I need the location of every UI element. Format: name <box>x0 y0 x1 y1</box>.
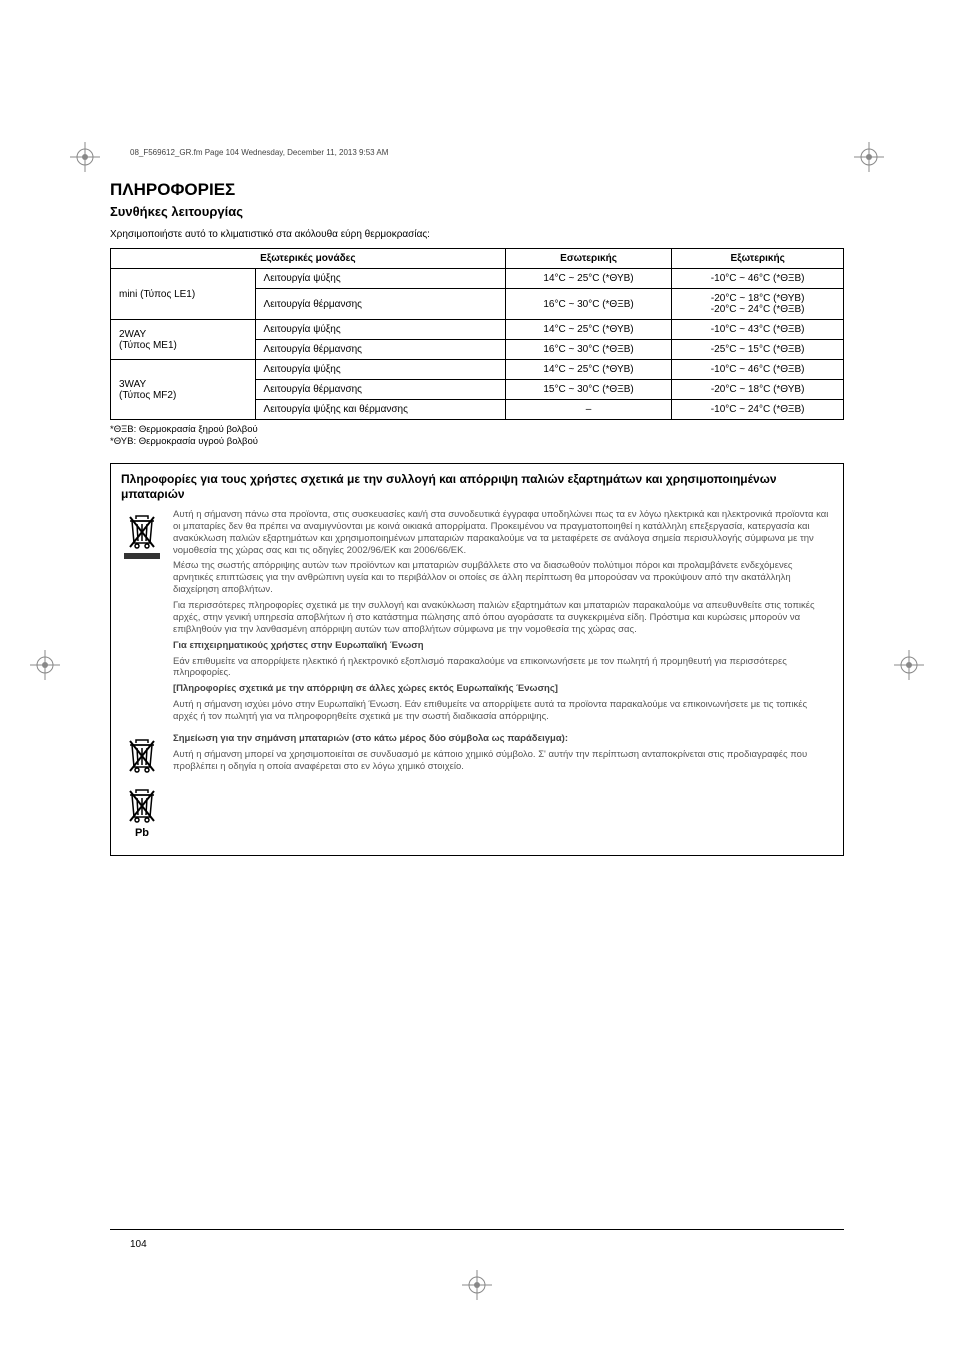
unit-cell: mini (Τύπος LE1) <box>111 269 256 320</box>
info-row: Σημείωση για την σημάνση μπαταριών (στο … <box>121 733 833 777</box>
info-box: Πληροφορίες για τους χρήστες σχετικά με … <box>110 463 844 856</box>
mode-cell: Λειτουργία ψύξης και θέρμανσης <box>255 400 505 420</box>
crop-mark-icon <box>854 142 884 172</box>
outdoor-cell: -20°C ~ 18°C (*ΘΥΒ)-20°C ~ 24°C (*ΘΞΒ) <box>672 289 844 320</box>
mode-cell: Λειτουργία ψύξης <box>255 269 505 289</box>
battery-bin-pb-icon: Pb <box>121 783 163 839</box>
outdoor-cell: -10°C ~ 43°C (*ΘΞΒ) <box>672 320 844 340</box>
indoor-cell: 14°C ~ 25°C (*ΘΥΒ) <box>505 320 672 340</box>
outdoor-cell: -10°C ~ 46°C (*ΘΞΒ) <box>672 360 844 380</box>
crop-mark-icon <box>462 1270 492 1300</box>
indoor-cell: – <box>505 400 672 420</box>
info-paragraph: Αυτή η σήμανση πάνω στα προϊοντα, στις σ… <box>173 509 833 557</box>
pb-label: Pb <box>135 827 149 839</box>
outdoor-cell: -20°C ~ 18°C (*ΘΥΒ) <box>672 380 844 400</box>
indoor-cell: 16°C ~ 30°C (*ΘΞΒ) <box>505 289 672 320</box>
footnote: *ΘΥΒ: Θερμοκρασία υγρού βολβού <box>110 436 844 448</box>
table-header: Εσωτερικής <box>505 249 672 269</box>
mode-cell: Λειτουργία θέρμανσης <box>255 340 505 360</box>
indoor-cell: 14°C ~ 25°C (*ΘΥΒ) <box>505 269 672 289</box>
mode-cell: Λειτουργία θέρμανσης <box>255 380 505 400</box>
intro-text: Χρησιμοποιήστε αυτό το κλιματιστικό στα … <box>110 229 844 240</box>
table-row: 3WAY(Τύπος MF2)Λειτουργία ψύξης14°C ~ 25… <box>111 360 844 380</box>
table-row: 2WAY(Τύπος ME1)Λειτουργία ψύξης14°C ~ 25… <box>111 320 844 340</box>
section-title: ΠΛΗΡΟΦΟΡΙΕΣ <box>110 180 844 200</box>
spec-table: Εξωτερικές μονάδες Εσωτερικής Εξωτερικής… <box>110 248 844 420</box>
mode-cell: Λειτουργία ψύξης <box>255 360 505 380</box>
print-header: 08_F569612_GR.fm Page 104 Wednesday, Dec… <box>130 148 388 157</box>
info-row: Αυτή η σήμανση πάνω στα προϊοντα, στις σ… <box>121 509 833 727</box>
crop-mark-icon <box>30 650 60 680</box>
outdoor-cell: -10°C ~ 24°C (*ΘΞΒ) <box>672 400 844 420</box>
footer-rule <box>110 1229 844 1230</box>
unit-cell: 2WAY(Τύπος ME1) <box>111 320 256 360</box>
content-area: ΠΛΗΡΟΦΟΡΙΕΣ Συνθήκες λειτουργίας Χρησιμο… <box>110 180 844 856</box>
footnote: *ΘΞΒ: Θερμοκρασία ξηρού βολβού <box>110 424 844 436</box>
mode-cell: Λειτουργία ψύξης <box>255 320 505 340</box>
info-subheading: [Πληροφορίες σχετικά με την απόρριψη σε … <box>173 683 833 695</box>
table-footnotes: *ΘΞΒ: Θερμοκρασία ξηρού βολβού *ΘΥΒ: Θερ… <box>110 424 844 449</box>
info-text-block: Αυτή η σήμανση πάνω στα προϊοντα, στις σ… <box>173 509 833 727</box>
info-paragraph: Μέσω της σωστής απόρριψης αυτών των προϊ… <box>173 560 833 596</box>
indoor-cell: 14°C ~ 25°C (*ΘΥΒ) <box>505 360 672 380</box>
color-bar <box>124 553 160 559</box>
info-subheading: Για επιχειρηματικούς χρήστες στην Ευρωπα… <box>173 640 833 652</box>
page-number: 104 <box>130 1239 147 1250</box>
info-text-block <box>173 783 833 839</box>
weee-bin-icon <box>121 509 163 727</box>
info-subheading: Σημείωση για την σημάνση μπαταριών (στο … <box>173 733 833 745</box>
crop-mark-icon <box>70 142 100 172</box>
indoor-cell: 16°C ~ 30°C (*ΘΞΒ) <box>505 340 672 360</box>
unit-cell: 3WAY(Τύπος MF2) <box>111 360 256 420</box>
page: 08_F569612_GR.fm Page 104 Wednesday, Dec… <box>0 0 954 1350</box>
info-paragraph: Εάν επιθυμείτε να απορρίψετε ηλεκτικό ή … <box>173 656 833 680</box>
table-header: Εξωτερικές μονάδες <box>111 249 506 269</box>
info-box-title: Πληροφορίες για τους χρήστες σχετικά με … <box>121 472 833 503</box>
info-row: Pb <box>121 783 833 839</box>
table-row: mini (Τύπος LE1)Λειτουργία ψύξης14°C ~ 2… <box>111 269 844 289</box>
battery-bin-icon <box>121 733 163 777</box>
info-paragraph: Αυτή η σήμανση ισχύει μόνο στην Ευρωπαϊκ… <box>173 699 833 723</box>
crop-mark-icon <box>894 650 924 680</box>
info-paragraph: Αυτή η σήμανση μπορεί να χρησιμοποιείται… <box>173 749 833 773</box>
outdoor-cell: -10°C ~ 46°C (*ΘΞΒ) <box>672 269 844 289</box>
table-header: Εξωτερικής <box>672 249 844 269</box>
info-paragraph: Για περισσότερες πληροφορίες σχετικά με … <box>173 600 833 636</box>
indoor-cell: 15°C ~ 30°C (*ΘΞΒ) <box>505 380 672 400</box>
outdoor-cell: -25°C ~ 15°C (*ΘΞΒ) <box>672 340 844 360</box>
info-text-block: Σημείωση για την σημάνση μπαταριών (στο … <box>173 733 833 777</box>
subsection-title: Συνθήκες λειτουργίας <box>110 204 844 219</box>
mode-cell: Λειτουργία θέρμανσης <box>255 289 505 320</box>
